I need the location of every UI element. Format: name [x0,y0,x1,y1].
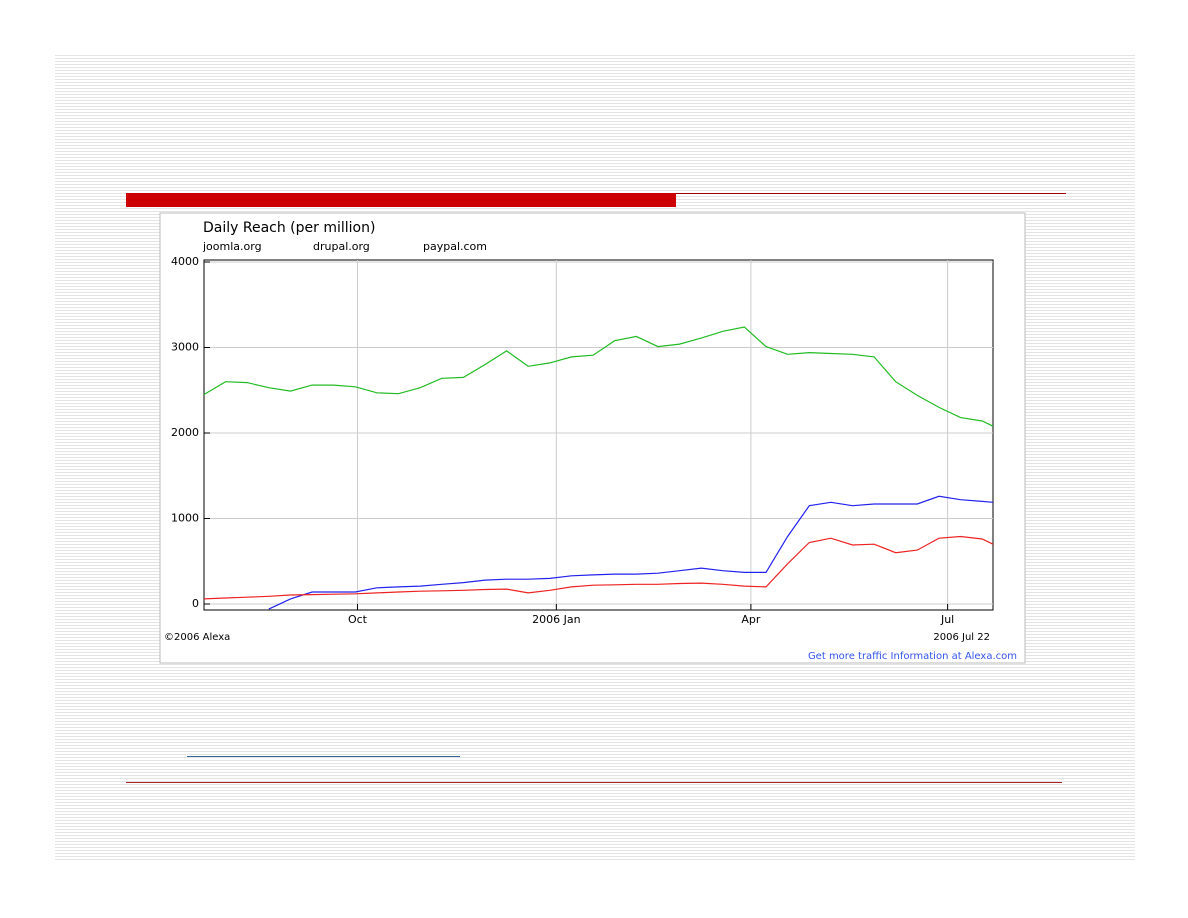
legend-entry: drupal.org [313,240,370,253]
date-note: 2006 Jul 22 [933,632,990,643]
legend-entry: paypal.com [423,240,487,253]
y-tick-label: 1000 [171,512,199,525]
y-tick-label: 2000 [171,426,199,439]
x-tick-label: Jul [940,613,954,626]
alexa-link[interactable]: Get more traffic Information at Alexa.co… [808,651,1017,662]
header-rule [676,193,1066,194]
series-line [203,326,994,427]
x-tick-label: 2006 Jan [532,613,580,626]
x-tick-label: Oct [348,613,368,626]
copyright: ©2006 Alexa [164,632,230,643]
y-tick-label: 3000 [171,341,199,354]
plot-area [203,259,994,611]
y-tick-label: 4000 [171,255,199,268]
legend-entry: joomla.org [202,240,262,253]
x-tick-label: Apr [741,613,761,626]
series-line [203,535,994,600]
series-line [268,495,994,610]
chart-title: Daily Reach (per million) [203,220,375,236]
underline [187,756,460,757]
header-bar [126,193,676,207]
y-tick-label: 0 [192,597,199,610]
footer-rule [126,782,1062,783]
